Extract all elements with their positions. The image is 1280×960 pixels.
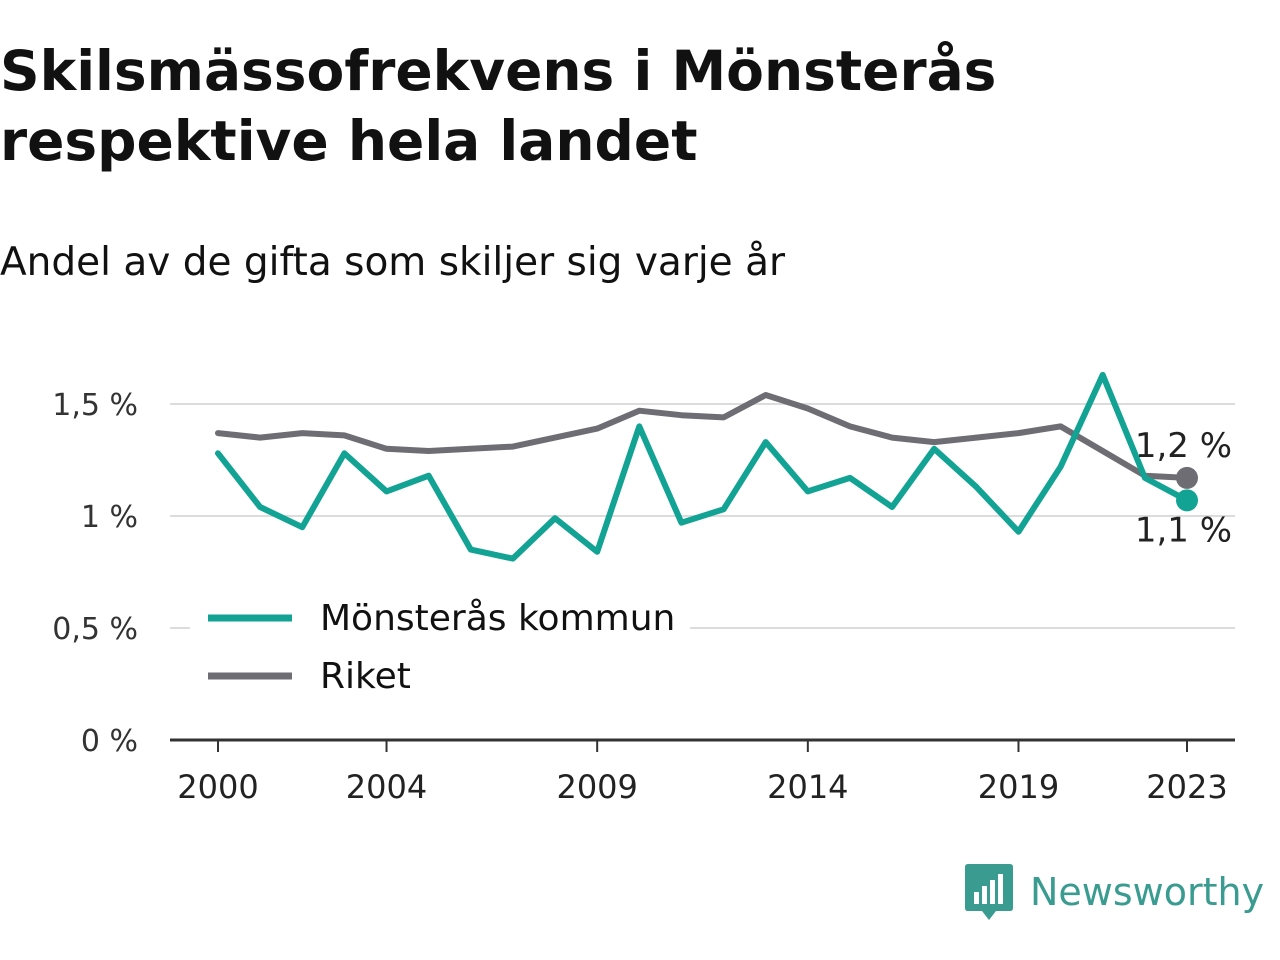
x-tick-label: 2009: [556, 768, 637, 806]
x-tick-label: 2004: [346, 768, 427, 806]
legend: Mönsterås kommun Riket: [190, 590, 690, 710]
brand-name: Newsworthy: [1030, 870, 1265, 914]
y-tick-label: 1,5 %: [52, 388, 138, 423]
y-tick-label: 0,5 %: [52, 612, 138, 647]
y-tick-label: 1 %: [81, 500, 138, 535]
chart-subtitle: Andel av de gifta som skiljer sig varje …: [0, 240, 786, 285]
x-tick-label: 2014: [767, 768, 848, 806]
x-axis-tick-labels: 2000 2004 2009 2014 2019 2023: [177, 768, 1227, 806]
x-tick-label: 2019: [978, 768, 1059, 806]
end-label: 1,2 %: [1135, 426, 1232, 466]
legend-background: [190, 590, 690, 710]
legend-label: Mönsterås kommun: [320, 598, 675, 639]
line-chart: 0 % 0,5 % 1 % 1,5 % 2000 2004 2009 2014 2019 202…: [52, 371, 1235, 806]
series-line: [215, 392, 1190, 481]
x-tick-label: 2023: [1146, 768, 1227, 806]
chart-title: Skilsmässofrekvens i Mönsterås respektiv…: [0, 39, 997, 173]
x-axis: [170, 738, 1235, 752]
newsworthy-logo-icon: [965, 864, 1013, 920]
y-tick-label: 0 %: [81, 724, 138, 759]
brand-logo: Newsworthy: [964, 862, 1264, 922]
series-end-point: [1176, 466, 1198, 489]
series-end-point: [1176, 489, 1198, 512]
end-label: 1,1 %: [1135, 510, 1232, 550]
end-labels: 1,2 % 1,1 %: [1135, 426, 1232, 550]
y-axis-tick-labels: 0 % 0,5 % 1 % 1,5 %: [52, 388, 138, 759]
series-lines: [215, 371, 1198, 562]
series-line: [215, 371, 1190, 562]
x-tick-label: 2000: [177, 768, 258, 806]
legend-label: Riket: [320, 656, 411, 697]
